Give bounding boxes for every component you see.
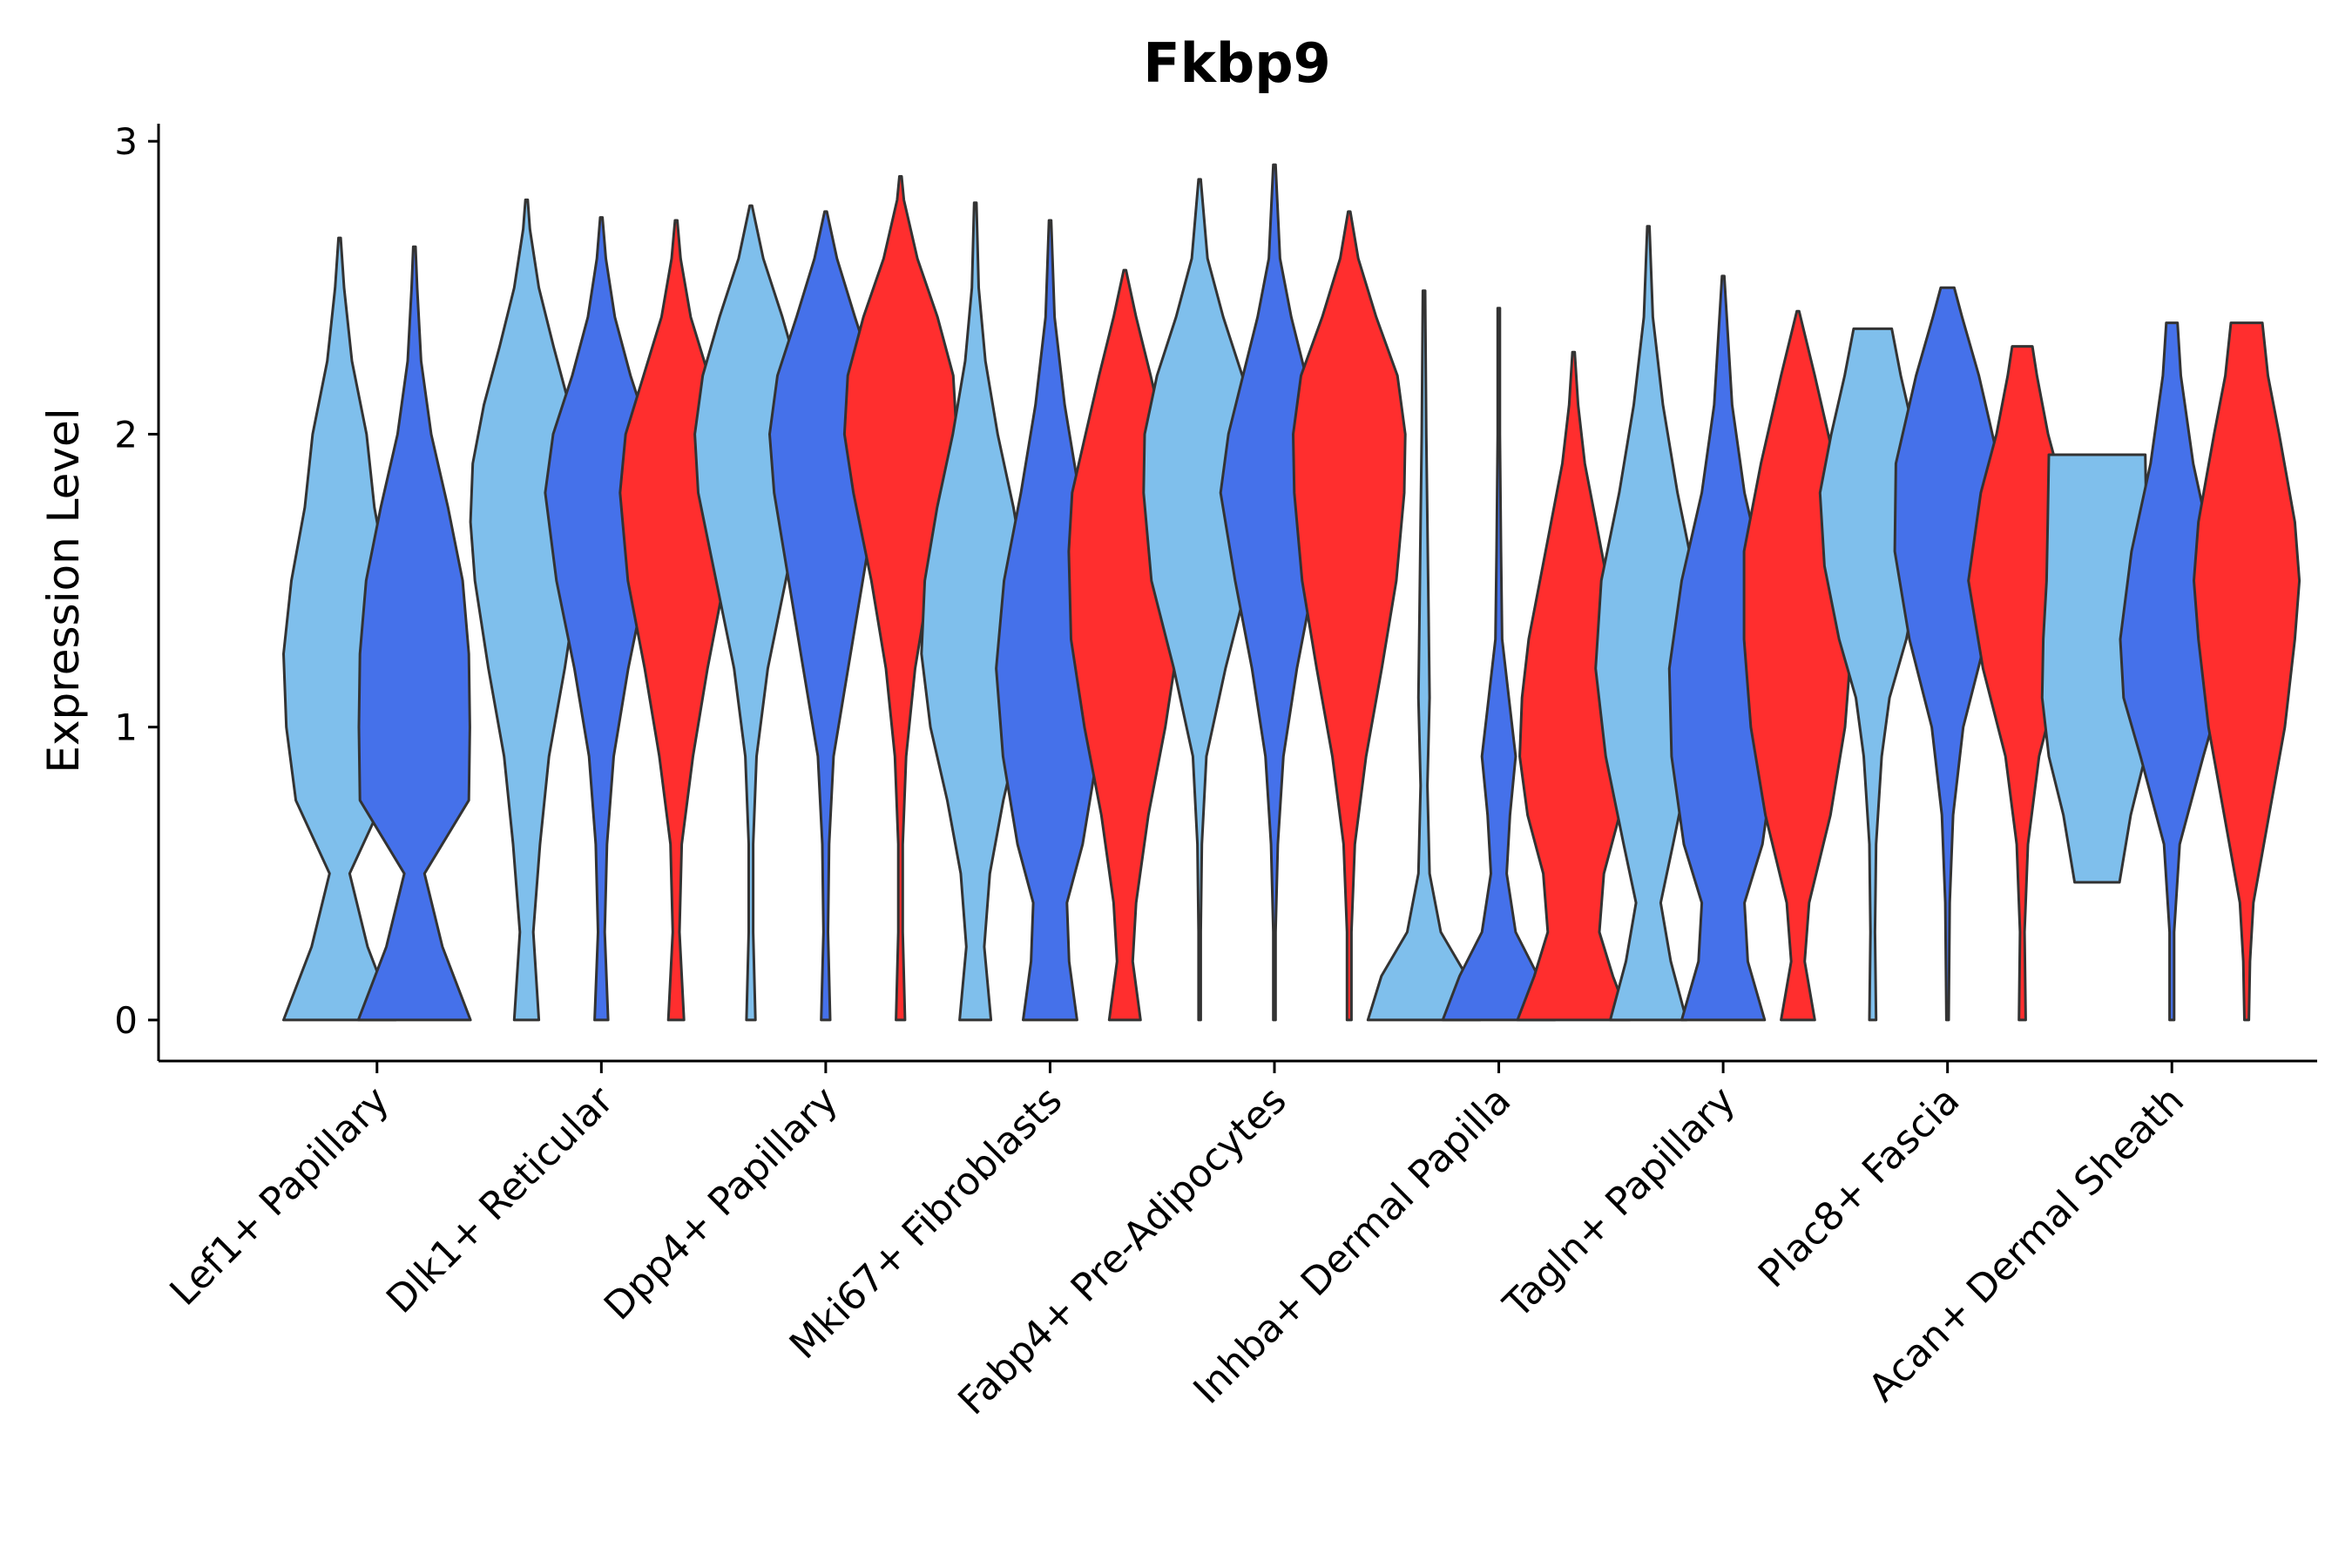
violin-royal_blue — [1893, 286, 2002, 1022]
y-tick-label: 1 — [114, 706, 138, 749]
chart-title: Fkbp9 — [1143, 31, 1331, 95]
violin-royal_blue — [1441, 307, 1557, 1022]
y-ticks: 0 1 2 3 — [114, 120, 159, 1042]
axes — [157, 124, 2317, 1063]
violin-group — [282, 163, 2301, 1022]
y-axis-label: Expression Level — [38, 408, 89, 773]
violin-light_blue — [1366, 289, 1482, 1022]
violin-royal_blue — [356, 245, 472, 1022]
y-tick-label: 3 — [114, 120, 138, 163]
violin-light_blue — [1142, 178, 1257, 1022]
violin-red — [2193, 321, 2301, 1022]
violin-red — [1292, 210, 1407, 1022]
y-tick-label: 2 — [114, 413, 138, 456]
y-tick-label: 0 — [114, 999, 138, 1042]
